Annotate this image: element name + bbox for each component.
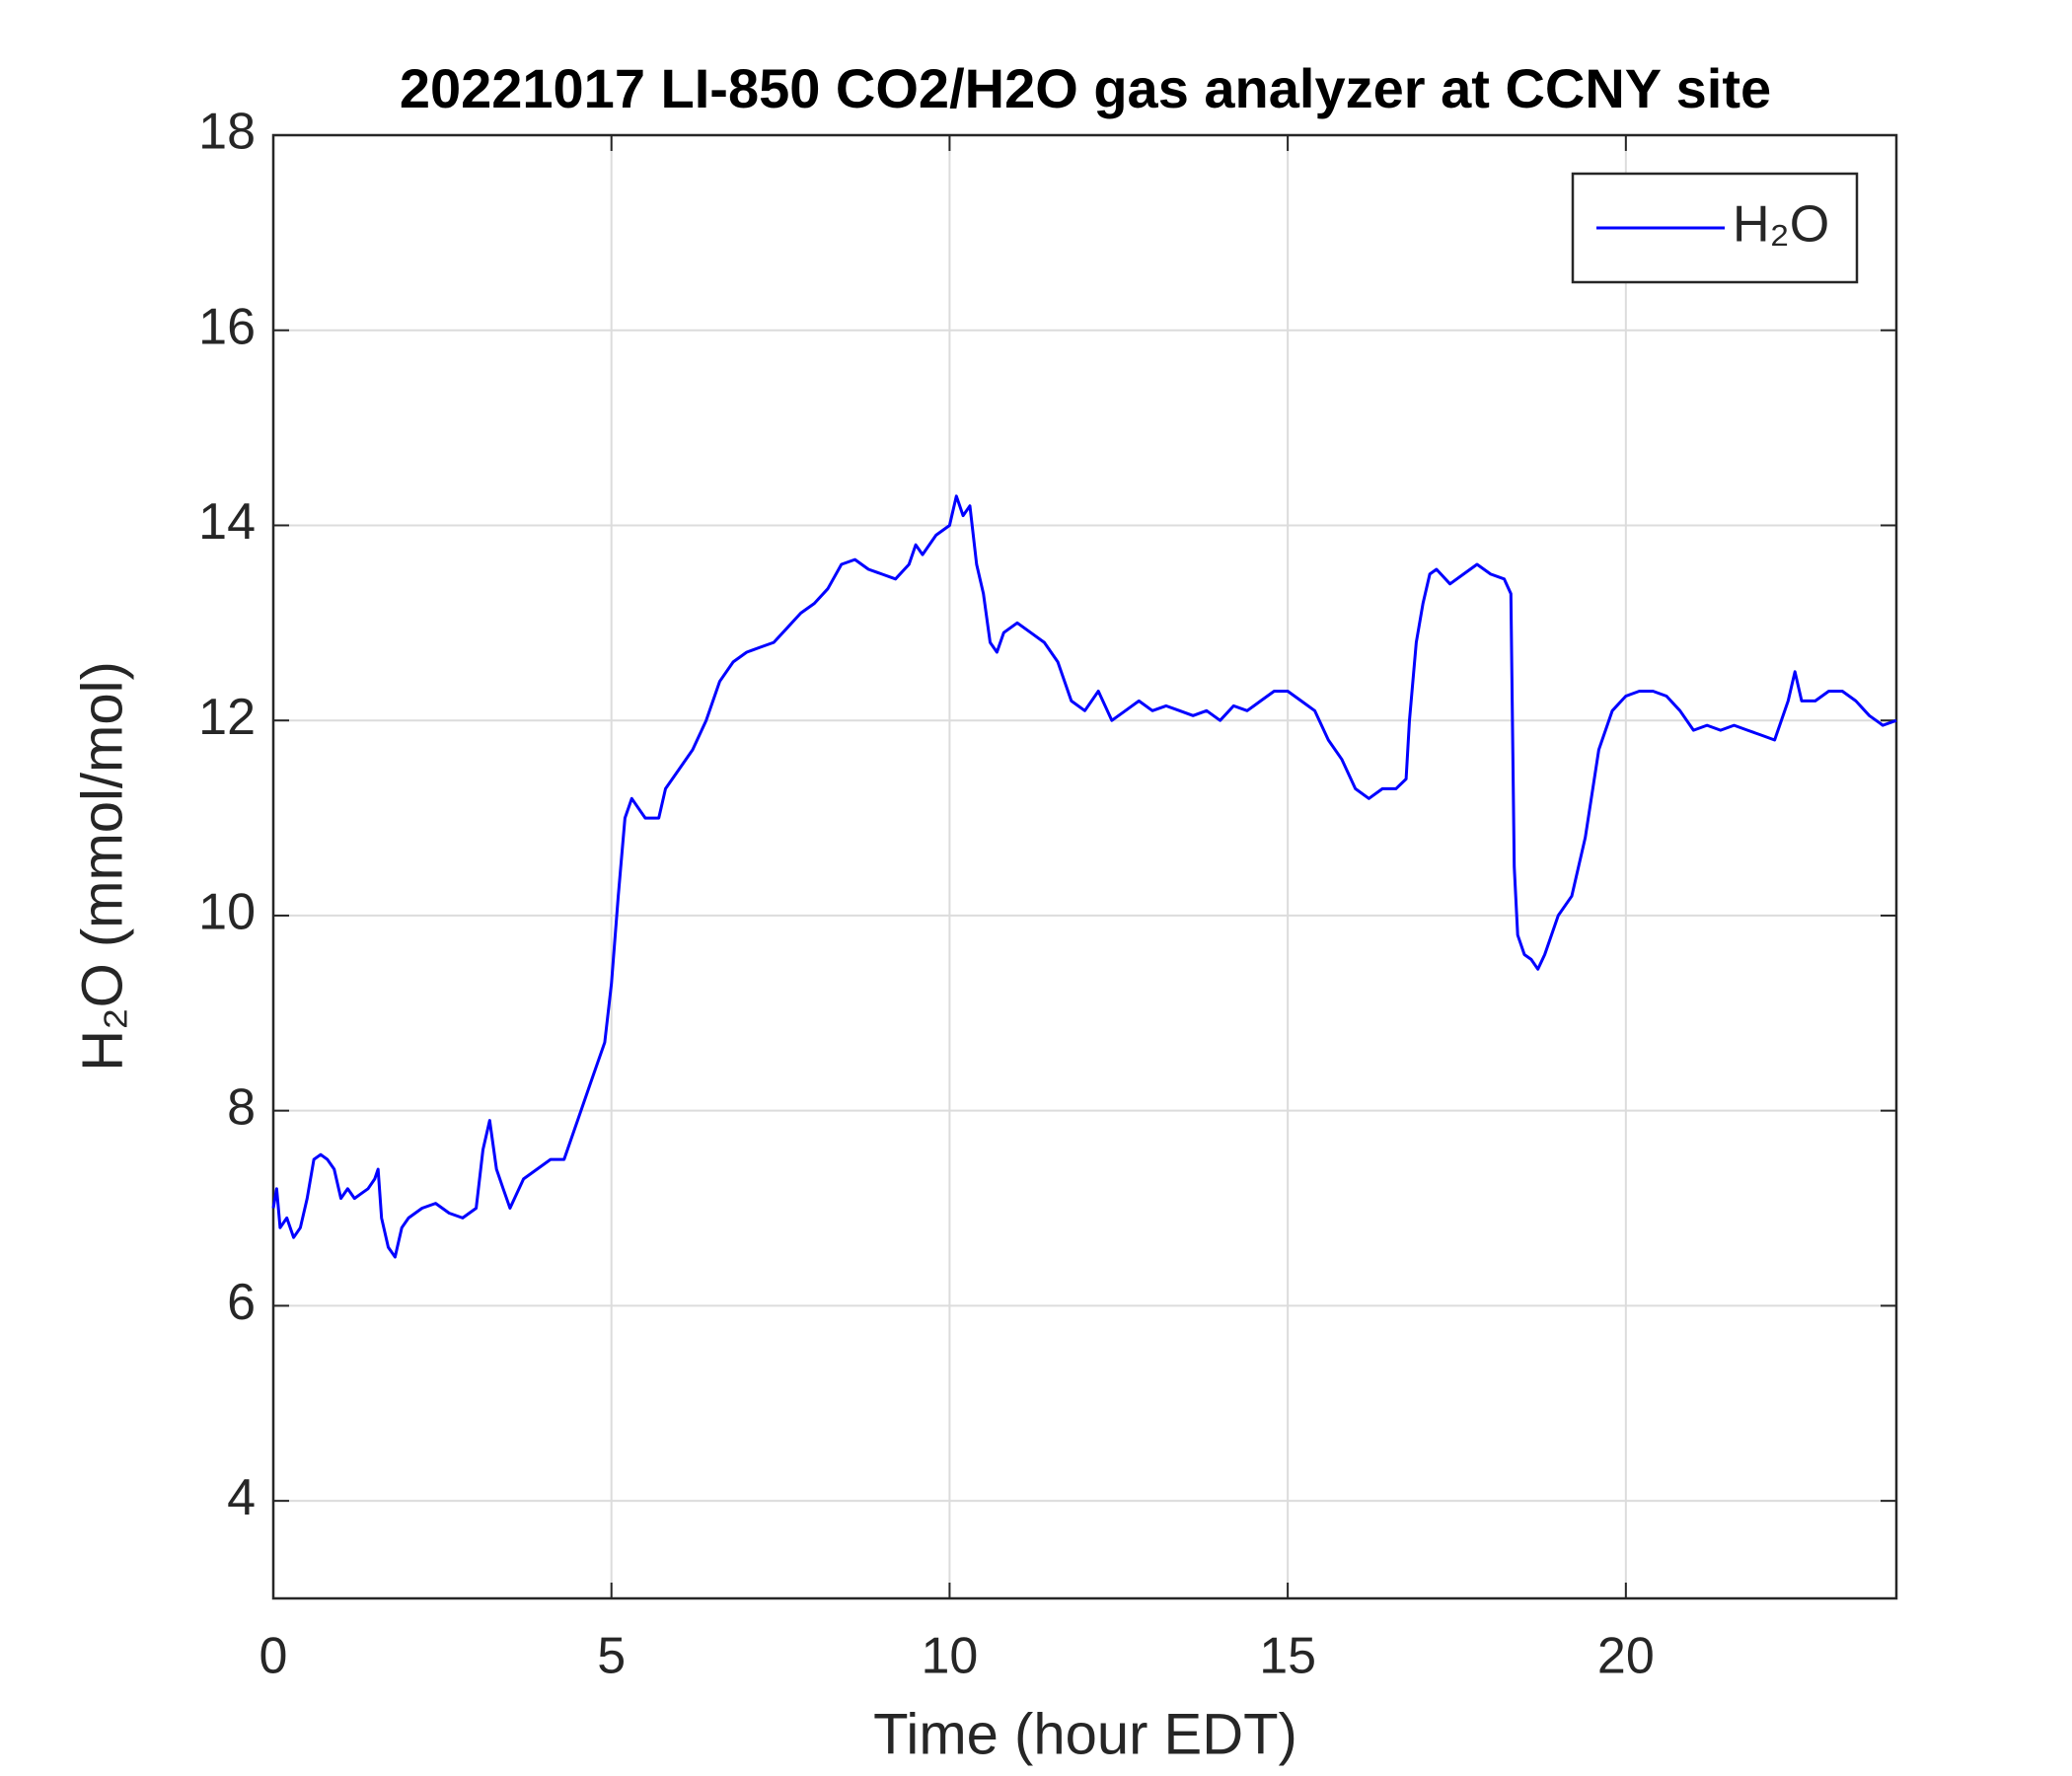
- y-tick-label: 8: [227, 1078, 256, 1136]
- data-line: [271, 494, 1897, 1259]
- y-tick-label: 12: [198, 689, 256, 746]
- y-tick-label: 14: [198, 493, 256, 551]
- y-tick-label: 16: [198, 298, 256, 355]
- y-tick-label: 4: [227, 1469, 256, 1526]
- y-tick-label: 10: [198, 884, 256, 941]
- legend-label: H₂O: [1733, 196, 1829, 254]
- y-axis-label: H₂O (mmol/mol): [70, 661, 134, 1072]
- x-tick-label: 0: [259, 1628, 288, 1685]
- y-tick-label: 18: [198, 104, 256, 161]
- x-tick-label: 20: [1597, 1628, 1655, 1685]
- y-tick-label: 6: [227, 1274, 256, 1331]
- plot-frame: [271, 133, 1898, 1600]
- x-axis-label: Time (hour EDT): [873, 1702, 1297, 1766]
- chart-title: 20221017 LI-850 CO2/H2O gas analyzer at …: [400, 57, 1771, 119]
- x-tick-label: 15: [1259, 1628, 1316, 1685]
- x-tick-label: 5: [597, 1628, 626, 1685]
- x-tick-label: 10: [921, 1628, 978, 1685]
